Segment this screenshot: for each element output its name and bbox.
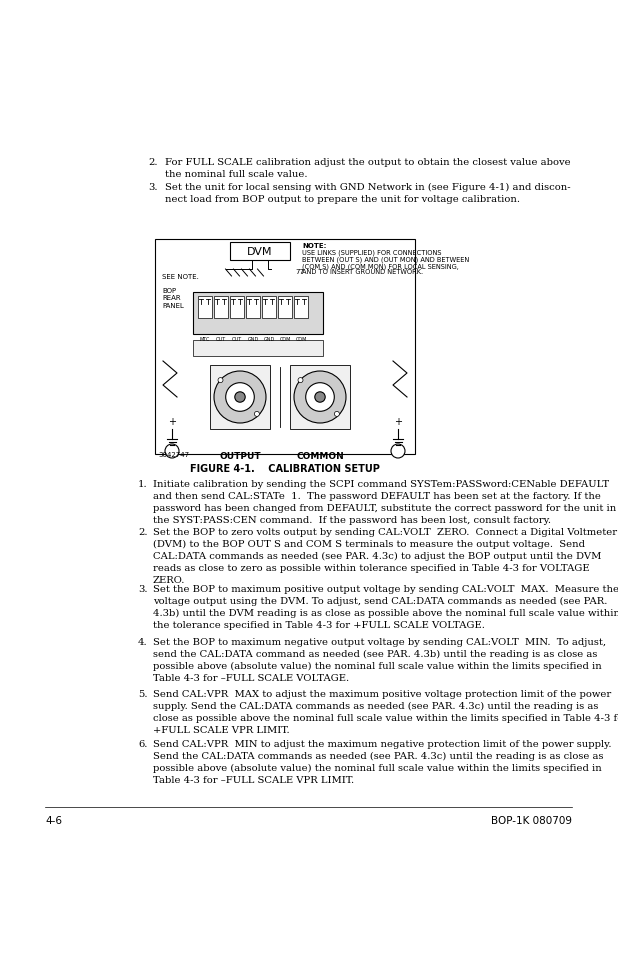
Text: COM: COM <box>279 336 290 341</box>
Bar <box>210 366 270 430</box>
Text: (COM S) AND (COM MON) FOR LOCAL SENSING,: (COM S) AND (COM MON) FOR LOCAL SENSING, <box>302 263 459 269</box>
Text: 5.: 5. <box>138 689 148 699</box>
Text: 1.: 1. <box>138 479 148 489</box>
Circle shape <box>235 393 245 403</box>
Bar <box>278 296 292 318</box>
Text: GND: GND <box>263 336 274 341</box>
Text: 3.: 3. <box>148 183 158 192</box>
Circle shape <box>255 412 260 417</box>
Text: 2.: 2. <box>138 527 148 537</box>
Text: BOP-1K 080709: BOP-1K 080709 <box>491 815 572 825</box>
Bar <box>246 296 260 318</box>
Text: Send CAL:VPR  MIN to adjust the maximum negative protection limit of the power s: Send CAL:VPR MIN to adjust the maximum n… <box>153 740 611 784</box>
Text: DVM: DVM <box>247 247 273 256</box>
Text: 77: 77 <box>295 269 304 274</box>
Bar <box>294 296 308 318</box>
Bar <box>290 366 350 430</box>
Bar <box>230 296 244 318</box>
Circle shape <box>315 393 325 403</box>
Text: Set the BOP to maximum positive output voltage by sending CAL:VOLT  MAX.  Measur: Set the BOP to maximum positive output v… <box>153 584 618 630</box>
Text: +: + <box>394 416 402 427</box>
Bar <box>214 296 228 318</box>
Text: OUTPUT: OUTPUT <box>219 452 261 460</box>
Text: NOTE:: NOTE: <box>302 243 326 249</box>
Text: Set the unit for local sensing with GND Network in (see Figure 4-1) and discon-
: Set the unit for local sensing with GND … <box>165 183 570 204</box>
Circle shape <box>294 372 346 423</box>
Text: USE LINKS (SUPPLIED) FOR CONNECTIONS: USE LINKS (SUPPLIED) FOR CONNECTIONS <box>302 250 441 256</box>
Circle shape <box>218 378 223 383</box>
Text: FIGURE 4-1.    CALIBRATION SETUP: FIGURE 4-1. CALIBRATION SETUP <box>190 463 380 474</box>
Text: COM: COM <box>295 336 307 341</box>
Text: 3.: 3. <box>138 584 148 594</box>
Text: BOP
REAR
PANEL: BOP REAR PANEL <box>162 288 184 309</box>
Text: OUT: OUT <box>232 336 242 341</box>
Text: 4-6: 4-6 <box>45 815 62 825</box>
Text: Initiate calibration by sending the SCPI command SYSTem:PASSword:CENable DEFAULT: Initiate calibration by sending the SCPI… <box>153 479 616 524</box>
Circle shape <box>226 383 254 412</box>
Text: AND TO INSERT GROUND NETWORK.: AND TO INSERT GROUND NETWORK. <box>302 269 423 275</box>
Circle shape <box>306 383 334 412</box>
Circle shape <box>165 444 179 458</box>
Text: 2.: 2. <box>148 158 158 167</box>
Text: Set the BOP to maximum negative output voltage by sending CAL:VOLT  MIN.  To adj: Set the BOP to maximum negative output v… <box>153 638 606 682</box>
Circle shape <box>334 412 339 417</box>
Bar <box>262 296 276 318</box>
Text: GND: GND <box>247 336 258 341</box>
Text: SEE NOTE.: SEE NOTE. <box>162 274 199 280</box>
Bar <box>230 243 290 261</box>
Bar <box>155 240 415 455</box>
Text: 4.: 4. <box>138 638 148 646</box>
Text: 6.: 6. <box>138 740 147 748</box>
Circle shape <box>298 378 303 383</box>
Bar <box>193 293 323 335</box>
Text: MTC: MTC <box>200 336 210 341</box>
Text: OUT: OUT <box>216 336 226 341</box>
Text: 3042747: 3042747 <box>158 452 189 457</box>
Text: +: + <box>168 416 176 427</box>
Text: For FULL SCALE calibration adjust the output to obtain the closest value above
t: For FULL SCALE calibration adjust the ou… <box>165 158 570 178</box>
Text: Set the BOP to zero volts output by sending CAL:VOLT  ZERO.  Connect a Digital V: Set the BOP to zero volts output by send… <box>153 527 617 585</box>
Bar <box>198 296 212 318</box>
Text: BETWEEN (OUT S) AND (OUT MON) AND BETWEEN: BETWEEN (OUT S) AND (OUT MON) AND BETWEE… <box>302 256 469 263</box>
Text: COMMON: COMMON <box>296 452 344 460</box>
Text: Send CAL:VPR  MAX to adjust the maximum positive voltage protection limit of the: Send CAL:VPR MAX to adjust the maximum p… <box>153 689 618 735</box>
Circle shape <box>391 444 405 458</box>
Bar <box>193 340 323 356</box>
Circle shape <box>214 372 266 423</box>
